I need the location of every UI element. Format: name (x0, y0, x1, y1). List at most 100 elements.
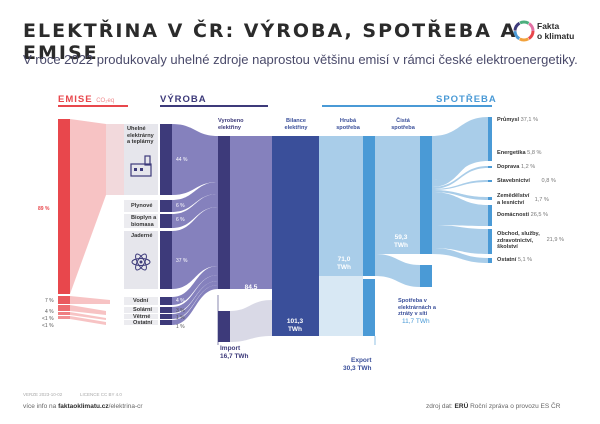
consumer-bar-doprava (488, 166, 492, 168)
emise-bar-biomasa (58, 305, 70, 311)
consumer-pct-domacnosti: 26,5 % (530, 212, 548, 218)
consumer-pct-doprava: 1,2 % (520, 164, 536, 170)
source-box-jaderne (124, 231, 158, 289)
export-flow (319, 276, 363, 336)
source-bar-uhli (160, 124, 172, 195)
bilance-bar (272, 136, 319, 336)
flow-ostatni-spotreba (432, 248, 488, 263)
source-label-biomasa: Bioplyn a biomasa (131, 215, 157, 228)
source-bar-solarni (160, 307, 172, 313)
import-value: 16,7 TWh (220, 353, 249, 360)
source-pct-biomasa: 6 % (176, 217, 185, 223)
import-label: Import (220, 345, 241, 352)
hruba-label: Hrubá spotřeba (336, 118, 360, 131)
source-box-vodni (124, 297, 158, 305)
footer-source: zdroj dat: ERÚ Roční zpráva o provozu ES… (426, 403, 560, 410)
source-box-vetrne (124, 314, 158, 319)
bilance-label: Bilance elektřiny (284, 118, 308, 131)
footer-more-prefix: více info na (23, 403, 59, 410)
emise-pct-plyn: 7 % (45, 298, 54, 304)
source-label-plyn: Plynové (131, 203, 153, 209)
flow-energetika (432, 150, 488, 187)
hruba-value-unit: TWh (336, 264, 352, 271)
emise-flow-uhli (70, 119, 106, 294)
flow-obchod (432, 225, 488, 254)
consumer-pct-stavebnictvi: 0,8 % (541, 178, 556, 184)
page-subtitle: V roce 2022 produkovaly uhelné zdroje na… (23, 52, 578, 67)
import-flow (230, 300, 272, 342)
source-box-plyn (124, 200, 158, 212)
source-box-uhli (124, 124, 158, 195)
source-pct-jaderne: 37 % (176, 258, 188, 264)
export-value: 30,3 TWh (343, 365, 372, 372)
spotreba-header: SPOTŘEBA (436, 94, 497, 105)
source-pct-vetrne: 1 % (176, 315, 185, 321)
source-box-biomasa (124, 214, 158, 228)
emise-header-label: EMISE (58, 94, 93, 105)
consumer-label-prumysl: Průmysl (497, 117, 520, 123)
footer-source-bold: ERÚ (454, 403, 469, 410)
ztraty-value: 11,7 TWh (402, 318, 430, 325)
footer-more-suffix: /elektrina-cr (108, 403, 143, 410)
cista-bar (420, 136, 432, 254)
flow-domacnosti (432, 192, 488, 226)
consumer-pct-zemedelstvi: 1,7 % (534, 197, 549, 203)
emise-bar-plyn (58, 296, 70, 304)
ztraty-bar (420, 265, 432, 287)
consumer-bar-domacnosti (488, 205, 492, 226)
source-bar-biomasa (160, 214, 172, 228)
emise-flow-ostatni (70, 316, 106, 325)
cista-label: Čistá spotřeba (391, 118, 415, 131)
cista-flow (375, 136, 420, 254)
consumer-obchod: Obchod, služby, zdravotnictví, školství … (497, 231, 564, 251)
cista-value: 59,3 TWh (386, 234, 416, 250)
footer-link[interactable]: faktaoklimatu.cz (58, 403, 109, 410)
spotreba-header-bar (322, 105, 492, 107)
source-bar-ostatni (160, 320, 172, 325)
flow-solarni (172, 275, 218, 313)
consumer-bar-ostatni (488, 258, 492, 263)
emise-header-bar (58, 105, 128, 107)
flow-uhli (172, 124, 218, 195)
emise-flow-plyn (70, 296, 110, 304)
hruba-value-number: 71,0 (337, 256, 351, 263)
source-label-vodni: Vodní (133, 298, 149, 304)
consumer-label-obchod: Obchod, služby, zdravotnictví, školství (497, 231, 540, 251)
footer-version: VERZE 2023-10-02 (23, 392, 63, 397)
cista-value-unit: TWh (393, 242, 409, 249)
logo-text-line2: o klimatu (537, 31, 575, 41)
consumer-bar-obchod (488, 229, 492, 254)
flow-jaderne (172, 207, 218, 289)
emise-bar-ostatni (58, 316, 70, 319)
vyrobeno-flow (230, 136, 272, 289)
consumer-pct-obchod: 21,9 % (546, 237, 564, 243)
hruba-bar (363, 136, 375, 276)
consumer-label-energetika: Energetika (497, 150, 526, 156)
flow-vodni (172, 266, 218, 305)
consumer-label-zemedelstvi: Zemědělství a lesnictví (497, 193, 530, 206)
emise-flow-biomasa (70, 305, 106, 315)
source-pct-uhli: 44 % (176, 157, 188, 163)
source-bar-vetrne (160, 314, 172, 319)
vyroba-header: VÝROBA (160, 94, 207, 105)
consumer-prumysl: Průmysl 37,1 % (497, 117, 538, 124)
flow-biomasa (172, 194, 218, 228)
bilance-value-number: 101,3 (286, 318, 304, 325)
emise-bar (58, 119, 70, 294)
source-label-solarni: Solární (133, 307, 152, 313)
consumer-label-ostatni: Ostatní (497, 257, 517, 263)
bilance-value-unit: TWh (287, 326, 303, 333)
emise-pct-vodni: <1 % (42, 316, 54, 322)
logo-text-line1: Fakta (537, 21, 560, 31)
footer-source-prefix: zdroj dat: (426, 403, 455, 410)
vyrobeno-value-unit: TWh (243, 292, 259, 299)
ztraty-flow (375, 254, 420, 287)
flow-plyn (172, 182, 218, 212)
vyrobeno-label: Vyrobeno elektřiny (218, 118, 244, 131)
consumer-doprava: Doprava 1,2 % (497, 164, 535, 171)
vyroba-header-bar (160, 105, 268, 107)
vyrobeno-value-number: 84,5 (244, 284, 258, 291)
flow-ostatni (172, 285, 218, 325)
consumer-zemedelstvi: Zemědělství a lesnictví 1,7 % (497, 193, 549, 206)
